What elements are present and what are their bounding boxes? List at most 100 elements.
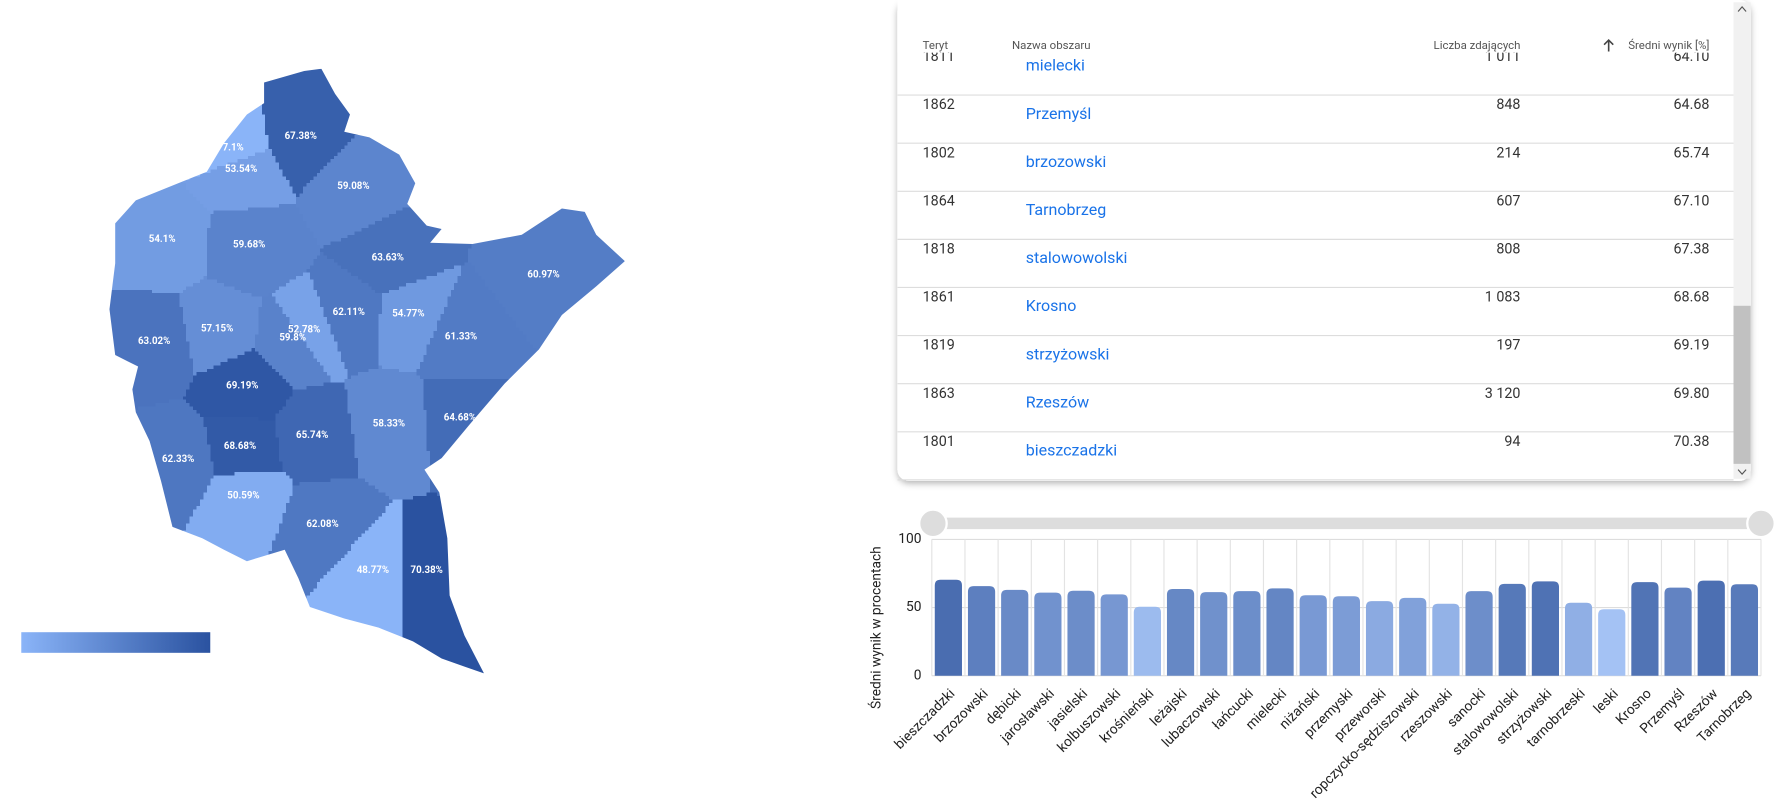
map-region[interactable] <box>206 203 321 297</box>
bar[interactable] <box>1465 591 1493 676</box>
region-label: 63.63% <box>372 252 404 263</box>
map-region[interactable] <box>203 416 283 476</box>
count-cell: 214 <box>1496 145 1520 161</box>
slider-handle[interactable] <box>1746 508 1776 539</box>
bar[interactable] <box>1133 606 1161 676</box>
region-label: 62.33% <box>162 454 194 465</box>
area-link[interactable]: strzyżowski <box>1026 344 1110 363</box>
bar[interactable] <box>1067 590 1095 676</box>
area-link[interactable]: bieszczadzki <box>1026 440 1118 459</box>
region-label: 65.74% <box>296 430 328 441</box>
map-region[interactable] <box>378 265 462 373</box>
bar[interactable] <box>1432 603 1460 676</box>
teryt-cell: 1801 <box>923 434 955 450</box>
area-link[interactable]: stalowowolski <box>1026 248 1128 267</box>
map-region[interactable] <box>272 272 348 383</box>
bar[interactable] <box>1233 591 1261 676</box>
legend-gradient <box>21 632 211 653</box>
area-link[interactable]: Rzeszów <box>1026 392 1089 411</box>
region-label: 59.8% <box>279 332 306 343</box>
map-region[interactable] <box>104 121 211 294</box>
region-label: 63.02% <box>138 336 170 347</box>
slider-handle[interactable] <box>918 508 948 539</box>
score-cell: 64.10 <box>1674 49 1710 65</box>
score-cell: 65.74 <box>1674 145 1710 161</box>
count-cell: 1 011 <box>1485 49 1521 65</box>
region-label: 59.68% <box>233 240 265 251</box>
map-region[interactable] <box>306 251 383 380</box>
region-label: 54.1% <box>149 234 176 245</box>
region-label: 67.38% <box>285 131 317 142</box>
bar[interactable] <box>1100 594 1128 676</box>
area-link[interactable]: Przemyśl <box>1026 104 1092 123</box>
map-region[interactable] <box>254 293 331 390</box>
bar[interactable] <box>1166 589 1195 676</box>
bar[interactable] <box>1266 588 1294 676</box>
region-label: 68.68% <box>224 441 256 452</box>
map-region[interactable] <box>423 379 633 538</box>
count-cell: 197 <box>1496 338 1520 354</box>
score-cell: 67.10 <box>1674 193 1710 209</box>
map-region[interactable] <box>182 148 297 215</box>
score-cell: 68.68 <box>1674 290 1710 306</box>
area-link[interactable]: Tarnobrzeg <box>1026 200 1107 219</box>
teryt-cell: 1811 <box>923 49 955 65</box>
region-label: 54.77% <box>392 308 424 319</box>
bar[interactable] <box>1399 597 1427 676</box>
region-label: 69.19% <box>226 381 258 392</box>
map-region[interactable] <box>344 365 431 500</box>
bar[interactable] <box>1664 587 1692 676</box>
column-header[interactable]: Średni wynik [%] <box>1628 38 1709 52</box>
bar[interactable] <box>1564 602 1593 676</box>
bar[interactable] <box>934 579 962 676</box>
area-link[interactable]: Krosno <box>1026 296 1077 315</box>
bar[interactable] <box>1299 595 1327 676</box>
sort-icon[interactable] <box>1603 38 1614 52</box>
region-label: 70.38% <box>411 565 443 576</box>
range-slider[interactable] <box>931 517 1761 530</box>
teryt-cell: 1862 <box>923 97 955 113</box>
bar[interactable] <box>967 586 996 676</box>
bar[interactable] <box>1730 584 1759 676</box>
bar[interactable] <box>1531 581 1559 676</box>
map-region[interactable] <box>275 382 358 486</box>
bar[interactable] <box>1200 592 1228 676</box>
area-link[interactable]: brzozowski <box>1026 152 1107 171</box>
bar[interactable] <box>1365 601 1394 676</box>
column-header[interactable]: Liczba zdających <box>1434 38 1521 52</box>
table-body: 1811 mielecki 1 011 64.10 1862 Przemyśl 848 64.… <box>897 49 1734 481</box>
map-region[interactable] <box>402 492 633 681</box>
scroll-arrows[interactable] <box>1737 6 1747 476</box>
region-label: 48.77% <box>357 565 389 576</box>
scrollbar-thumb[interactable] <box>1733 305 1751 464</box>
bar[interactable] <box>1598 609 1626 676</box>
column-header[interactable]: Teryt <box>923 38 949 52</box>
bar[interactable] <box>1034 592 1062 676</box>
bar-chart: 050100bieszczadzkibrzozowskidębickijaros… <box>892 531 1762 802</box>
bar[interactable] <box>1697 580 1725 676</box>
area-link[interactable]: mielecki <box>1026 56 1085 75</box>
count-cell: 607 <box>1496 193 1520 209</box>
map-region[interactable] <box>179 276 262 376</box>
score-cell: 69.80 <box>1674 386 1710 402</box>
teryt-cell: 1818 <box>923 241 955 257</box>
teryt-cell: 1819 <box>923 338 955 354</box>
region-label: 52.78% <box>288 324 320 335</box>
table-card <box>897 0 1751 482</box>
y-tick-label: 0 <box>914 667 922 683</box>
teryt-cell: 1864 <box>923 193 955 209</box>
column-header[interactable]: Nazwa obszaru <box>1012 38 1091 52</box>
map <box>104 68 633 681</box>
bar[interactable] <box>1498 583 1526 676</box>
bar[interactable] <box>1332 596 1360 676</box>
bar[interactable] <box>1001 589 1029 676</box>
map-region[interactable] <box>182 348 293 421</box>
y-tick-label: 100 <box>898 531 921 547</box>
bar[interactable] <box>1631 582 1659 676</box>
score-cell: 64.68 <box>1674 97 1710 113</box>
count-cell: 3 120 <box>1485 386 1521 402</box>
region-label: 60.97% <box>527 269 559 280</box>
count-cell: 1 083 <box>1485 290 1521 306</box>
map-region[interactable] <box>416 262 558 380</box>
